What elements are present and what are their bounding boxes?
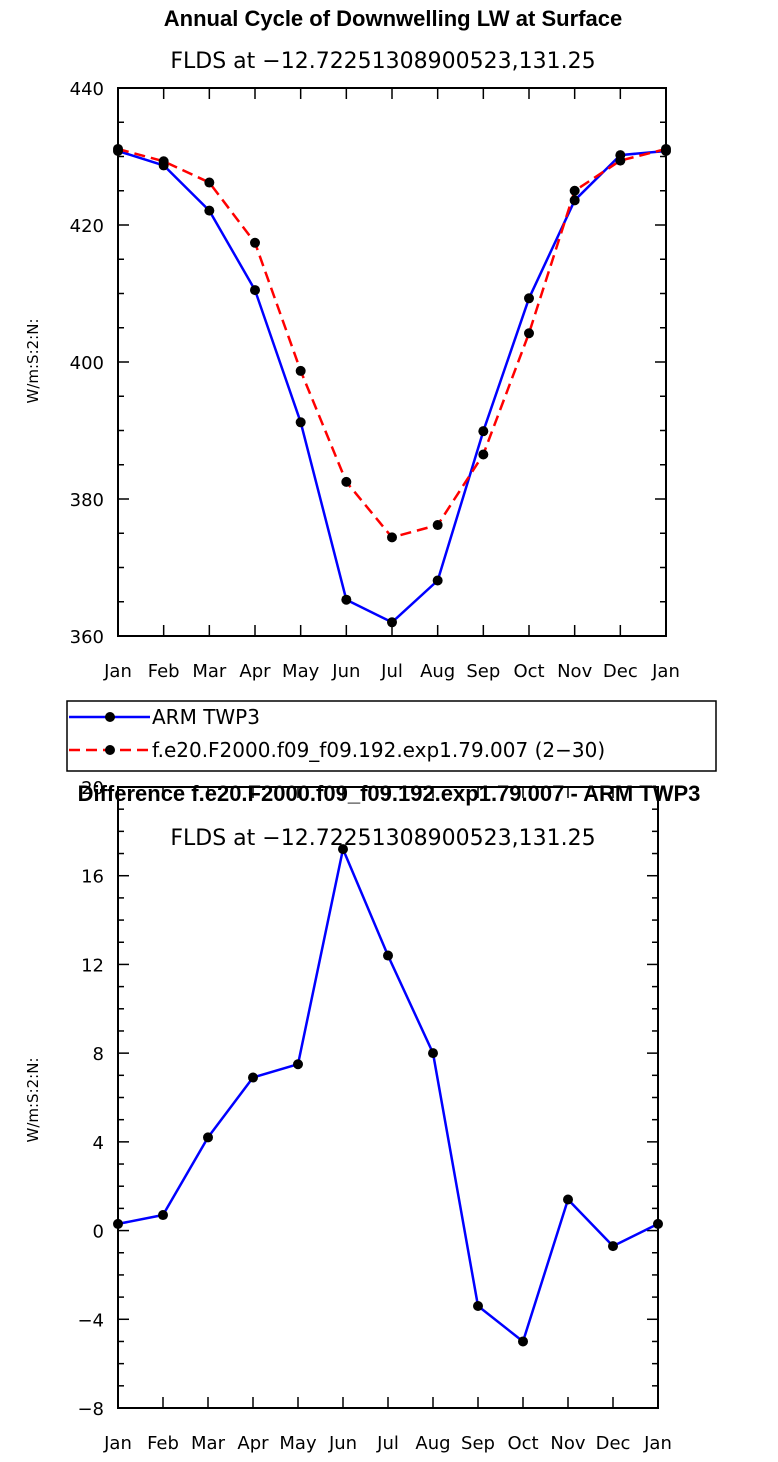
chart1-xtick-label: Jun (331, 661, 360, 682)
chart1-series-1-point (432, 520, 443, 531)
chart1-xtick-label: Oct (513, 661, 544, 682)
chart2-ytick-label: 12 (81, 955, 104, 976)
chart2-xtick-label: Apr (237, 1433, 269, 1454)
chart1-xtick-label: May (282, 661, 320, 682)
chart2-subtitle: FLDS at −12.72251308900523,131.25 (170, 826, 595, 851)
chart2-xtick-label: Sep (461, 1433, 495, 1454)
chart2-series-0-point (203, 1132, 213, 1143)
chart2-title: Difference f.e20.F2000.f09_f09.192.exp1.… (78, 781, 701, 806)
chart1-xtick-label: Jan (103, 661, 132, 682)
chart2-frame (117, 786, 659, 1409)
chart2-series-0-point (518, 1336, 528, 1347)
chart2-xtick-label: Feb (147, 1433, 179, 1454)
chart1-xtick-label: Mar (192, 661, 227, 682)
chart1-series-line-1 (117, 147, 667, 539)
chart2-series-line-0 (117, 847, 659, 1343)
chart1-series-0-point (524, 293, 534, 304)
legend-marker-model (105, 745, 115, 755)
chart1-series-0-point (204, 205, 215, 216)
chart2-xtick-label: Jan (643, 1433, 672, 1454)
chart2-series-0-point (248, 1072, 258, 1083)
chart2-xtick-label: Nov (550, 1433, 585, 1454)
chart1-series-1-point (615, 155, 626, 166)
chart2-series-0-point (608, 1241, 618, 1252)
chart2-ytick-label: −4 (77, 1310, 104, 1331)
legend-label-arm: ARM TWP3 (152, 705, 260, 729)
chart2-ytick-label: 4 (93, 1133, 104, 1154)
chart1-ytick-label: 360 (70, 627, 104, 648)
chart2-ylabel: W/m:S:2:N: (24, 1058, 42, 1143)
chart2-xtick-label: Mar (191, 1433, 226, 1454)
chart1-series-1-point (569, 185, 580, 196)
chart2-xtick-label: Oct (507, 1433, 538, 1454)
legend-box (66, 700, 717, 772)
chart1-series-1-point (524, 328, 534, 339)
chart2-series-0-point (158, 1210, 168, 1221)
chart2-series-0-point (383, 950, 393, 961)
chart2-ytick-label: 16 (81, 867, 104, 888)
chart1-series-0-point (569, 195, 580, 206)
chart1-ytick-label: 400 (70, 353, 104, 374)
chart2-xtick-label: Aug (415, 1433, 450, 1454)
chart2-ytick-label: −8 (77, 1399, 104, 1420)
chart1-title: Annual Cycle of Downwelling LW at Surfac… (164, 6, 622, 31)
chart2-series-0-point (473, 1300, 483, 1311)
chart1-series-1-point (250, 237, 260, 248)
chart1-ytick-label: 420 (70, 216, 104, 237)
chart1-xtick-label: Sep (466, 661, 500, 682)
chart1-xtick-label: Jan (651, 661, 680, 682)
chart1-series-1-point (204, 177, 215, 188)
chart1-xtick-label: Feb (148, 661, 180, 682)
legend: ARM TWP3 f.e20.F2000.f09_f09.192.exp1.79… (66, 700, 717, 772)
chart1-series-0-point (387, 617, 397, 628)
chart1-series-1-point (661, 143, 671, 154)
chart1-series-1-point (478, 449, 489, 460)
chart1-series-0-point (341, 594, 352, 605)
chart2-series-0-point (113, 1218, 123, 1229)
chart1-subtitle: FLDS at −12.72251308900523,131.25 (170, 49, 595, 74)
chart1-series-0-point (478, 426, 489, 437)
chart1-series-1-point (341, 476, 352, 487)
chart2-xtick-label: Jun (328, 1433, 357, 1454)
chart1-xtick-label: Apr (239, 661, 271, 682)
chart2-xtick-label: Jan (103, 1433, 132, 1454)
chart1-ytick-label: 380 (70, 490, 104, 511)
chart2-series-0-point (653, 1218, 663, 1229)
chart1-series-0-point (432, 575, 443, 586)
chart1-xtick-label: Dec (603, 661, 638, 682)
chart2-xtick-label: Dec (596, 1433, 631, 1454)
chart1-series-1-point (387, 532, 397, 543)
chart1-frame (117, 87, 667, 637)
chart2-xtick-label: Jul (376, 1433, 399, 1454)
chart2-series-0-point (338, 844, 348, 855)
chart1-series-1-point (295, 365, 306, 376)
chart1-xtick-label: Nov (557, 661, 592, 682)
chart2-series-0-point (563, 1194, 573, 1205)
chart1-ylabel: W/m:S:2:N: (24, 319, 42, 404)
chart1-series-0-point (295, 417, 306, 428)
annual-cycle-chart: Annual Cycle of Downwelling LW at Surfac… (24, 6, 717, 772)
chart2-ytick-label: 8 (93, 1044, 104, 1065)
chart2-ytick-label: 0 (93, 1222, 104, 1243)
legend-label-model: f.e20.F2000.f09_f09.192.exp1.79.007 (2−3… (152, 738, 605, 762)
chart1-xtick-label: Aug (420, 661, 455, 682)
legend-marker-arm (105, 712, 115, 722)
chart1-xtick-label: Jul (380, 661, 403, 682)
chart1-series-line-0 (117, 149, 667, 624)
chart1-series-0-point (250, 285, 260, 296)
chart2-series-0-point (428, 1048, 438, 1059)
chart1-series-1-point (158, 156, 169, 167)
chart2-series-0-point (293, 1059, 303, 1070)
difference-chart: Difference f.e20.F2000.f09_f09.192.exp1.… (24, 778, 700, 1454)
chart2-ytick-label: 20 (81, 778, 104, 799)
chart2-xtick-label: May (279, 1433, 317, 1454)
chart1-ytick-label: 440 (70, 79, 104, 100)
chart1-series-1-point (113, 143, 123, 154)
